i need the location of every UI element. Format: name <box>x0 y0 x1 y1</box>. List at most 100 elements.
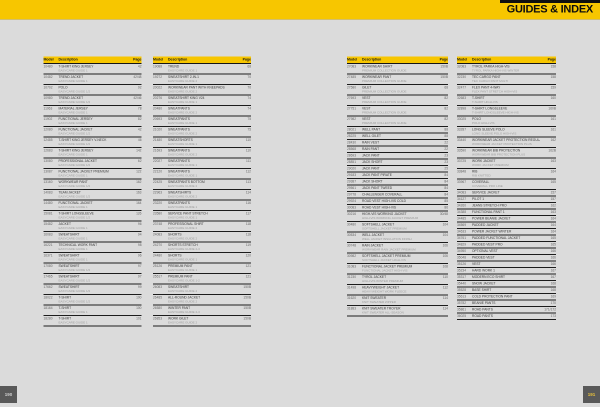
column-header-model: Model <box>347 58 358 62</box>
page-cell: 142 <box>136 148 142 153</box>
description-subtitle: EASYCARE GUIDE 1/2 <box>58 100 91 104</box>
index-row: 19272 SWEATSHIRT 2-IN-1 EASYCARE GUIDE 2 70 <box>153 75 251 85</box>
description-cell: WORKWEAR BIB PROTECTION WORKWEAR BIB PROT… <box>472 149 542 157</box>
page-number-left: 190 <box>4 392 13 397</box>
description-title: PROFESSIONAL SHIRT <box>168 222 204 226</box>
description-title: PROFESSIONAL JACKET <box>58 159 98 163</box>
model-cell: 27580 <box>347 85 357 90</box>
description-subtitle: WELL JACKET INSULATION FINISH <box>362 237 412 241</box>
description-title: TREND JACKET <box>58 96 84 100</box>
description-title: HEAVYWEIGHT JACKET <box>362 285 400 290</box>
index-row: 36025 ROAD PANTS 173 <box>457 314 556 320</box>
model-cell: 23580 <box>153 211 163 216</box>
description-subtitle: EASYCARE GUIDE 1 <box>168 121 198 125</box>
page-cell: 167 <box>550 275 556 279</box>
page-cell: 42/48 <box>133 75 142 79</box>
description-title: JACK PANT PIRATE <box>362 173 392 177</box>
description-subtitle: EASYCARE GUIDE 1/2 <box>58 195 91 199</box>
index-row: 35782 BEANIE PANTS 170 <box>457 301 556 307</box>
corner-black-strip <box>500 0 600 3</box>
description-title: HIGH-VIS WORKING JACKET <box>362 212 407 216</box>
page-cell: 164 <box>550 169 556 174</box>
model-cell: 32898 <box>457 106 467 111</box>
description-subtitle: EASYCARE GUIDE 1/2 <box>58 289 91 293</box>
description-title: ROAD VEST HIGH-VIS <box>362 205 397 210</box>
model-cell: 34083 <box>457 190 467 195</box>
description-subtitle: EASYCARE GUIDE 1 <box>168 142 198 146</box>
description-subtitle: EASYCARE GUIDE 1 <box>168 258 198 262</box>
page-cell: 114 <box>245 190 251 195</box>
description-subtitle: POLO HIGH-VIS <box>472 121 495 125</box>
description-title: WORKWEAR SHIRT <box>362 64 393 69</box>
description-cell: TREND JACKET EASYCARE GUIDE 1 <box>59 75 128 83</box>
page-cell: 92 <box>137 85 142 90</box>
index-row: 24270 SHORTS STRETCH EASYCARE GUIDE 2-3 119 <box>153 243 251 253</box>
model-cell: 16371 <box>43 253 53 258</box>
description-cell: T-SHIRT KING JERSEY V-NECK EASYCARE GUIDE… <box>59 138 128 146</box>
description-subtitle: EASYCARE GUIDE 1 <box>168 174 198 178</box>
description-subtitle: EASYCARE GUIDE 1 <box>58 69 88 73</box>
model-cell: 16083 <box>43 232 53 237</box>
description-title: LONG SLEEVE POLO <box>472 127 505 132</box>
description-cell: POWER JACKET WINTER <box>472 230 542 234</box>
model-cell: 29778 <box>347 192 357 197</box>
description-cell: SERVICE PANT STRETCH EASYCARE GUIDE 1 <box>168 212 237 220</box>
model-cell: 36025 <box>457 314 467 318</box>
model-cell: 32683 <box>457 96 467 100</box>
page-cell: 46 <box>137 138 142 142</box>
page-cell: 167 <box>550 268 556 273</box>
page-cell: 160B <box>548 106 556 111</box>
description-subtitle: SOFTSHELL JACKET HIGH-VIS <box>362 258 406 262</box>
model-cell: 30534 <box>347 233 357 237</box>
page-cell: 101 <box>136 316 142 321</box>
model-cell: 33590 <box>457 148 467 153</box>
index-row: 20022 WORKWEAR PANT WITH KNEEPADS EASYCARE… <box>153 85 251 96</box>
page-cell: 104 <box>442 222 448 227</box>
description-cell: FUNCTIONAL JACKET EASYCARE GUIDE 1 <box>59 201 128 209</box>
page-cell: 106 <box>442 243 448 248</box>
page-cell: 84 <box>444 179 448 184</box>
page-cell: 114 <box>442 296 448 300</box>
model-cell: 28225 <box>347 134 357 138</box>
description-title: SWEATPANTS <box>168 127 190 132</box>
model-cell: 25517 <box>153 274 163 279</box>
description-title: SERVICE JACKET <box>472 190 500 195</box>
index-row: 18022 T-SHIRT EASYCARE GUIDE 1/2 100 <box>43 295 142 306</box>
index-row: 13160 WORKWEAR PANT EASYCARE GUIDE 1/2 162 <box>43 180 142 190</box>
index-row: 15081 T-SHIRT LONGSLEEVE EASYCARE GUIDE 1/… <box>43 211 142 222</box>
description-subtitle: EASYCARE GUIDE 1 <box>58 310 88 314</box>
index-row: 31230 TYROL JACKET HIGH-VIS WINTER PREMIUM… <box>347 275 448 285</box>
page-cell: 121 <box>245 264 251 268</box>
model-cell: 34761 <box>457 236 467 240</box>
description-title: SOFTSHELL JACKET <box>362 222 395 227</box>
description-subtitle: EASYCARE GUIDE 1 <box>58 79 88 83</box>
index-row: 21020 SWEATPANTS EASYCARE GUIDE 2 75 <box>153 127 251 138</box>
page-cell: 161 <box>550 127 556 132</box>
description-cell: SHORTS EASYCARE GUIDE 1 <box>168 254 237 262</box>
description-cell: MODERN ECO SHIRT <box>472 275 542 279</box>
column-header-description: Description <box>472 58 492 62</box>
description-cell: RAIN PANT <box>362 147 434 151</box>
page-cell: 68 <box>247 64 251 69</box>
column-header-model: Model <box>457 58 468 62</box>
description-cell: SERVICE JACKET <box>472 191 542 195</box>
description-subtitle: EASYCARE GUIDE 2 <box>168 90 198 94</box>
description-cell: ROAD VEST HIGH-VIS <box>362 206 434 210</box>
model-cell: 19272 <box>153 75 163 79</box>
description-cell: SWEATPANTS BOTTOM EASYCARE GUIDE 2 <box>168 180 237 188</box>
index-row: 32477 FLEX PANT 4-WAY FLEX PANT STRETCH HI… <box>457 85 556 96</box>
description-title: TYROL PARKA HIGH-VIS <box>472 64 510 69</box>
description-cell: ALL-ROUND JACKET EASYCARE GUIDE 2 <box>168 296 237 304</box>
model-cell: 34829 <box>457 242 467 247</box>
model-cell: 31230 <box>347 275 357 279</box>
model-cell: 22120 <box>153 169 163 174</box>
model-cell: 29387 <box>347 179 357 184</box>
description-subtitle: COVERALL PRO LINE <box>472 184 503 188</box>
description-title: KNIT SWEATER <box>362 296 387 300</box>
description-subtitle: SOFTSHELL JACKET PREMIUM <box>362 227 407 231</box>
description-title: HARD WORK 1 <box>472 268 495 273</box>
model-cell: 34569 <box>457 223 467 227</box>
index-row: 34083 SERVICE JACKET 157 <box>457 190 556 197</box>
description-cell: SWEATSHIRTS EASYCARE GUIDE 2 <box>168 191 237 199</box>
index-row: 35613 COLD PROTECTION PANT 169 <box>457 294 556 301</box>
